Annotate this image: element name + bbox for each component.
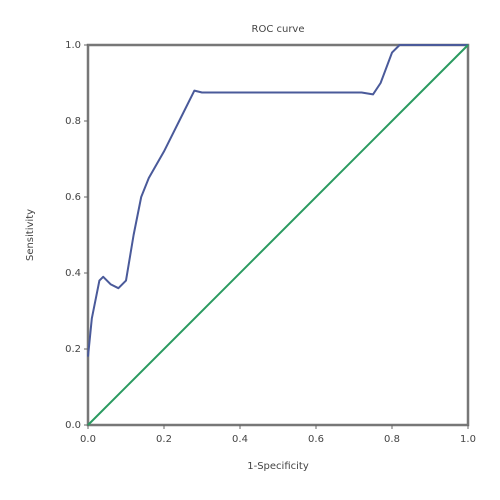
y-tick-label: 0.8 [65, 116, 81, 127]
x-tick-label: 1.0 [460, 434, 476, 445]
x-tick-label: 0.4 [232, 434, 248, 445]
y-tick-label: 1.0 [65, 40, 81, 51]
y-tick-label: 0.0 [65, 420, 81, 431]
x-tick-label: 0.2 [156, 434, 172, 445]
y-tick-label: 0.4 [65, 268, 81, 279]
y-tick-label: 0.6 [65, 192, 81, 203]
plot-frame [86, 43, 470, 427]
x-tick-label: 0.0 [80, 434, 96, 445]
x-tick-label: 0.8 [384, 434, 400, 445]
roc-line [87, 44, 469, 426]
roc-line [87, 44, 468, 357]
x-tick-label: 0.6 [308, 434, 324, 445]
chart-title: ROC curve [252, 24, 305, 35]
y-tick-label: 0.2 [65, 344, 81, 355]
y-axis-label: Sensitivity [25, 209, 36, 261]
x-axis-label: 1-Specificity [247, 461, 309, 472]
